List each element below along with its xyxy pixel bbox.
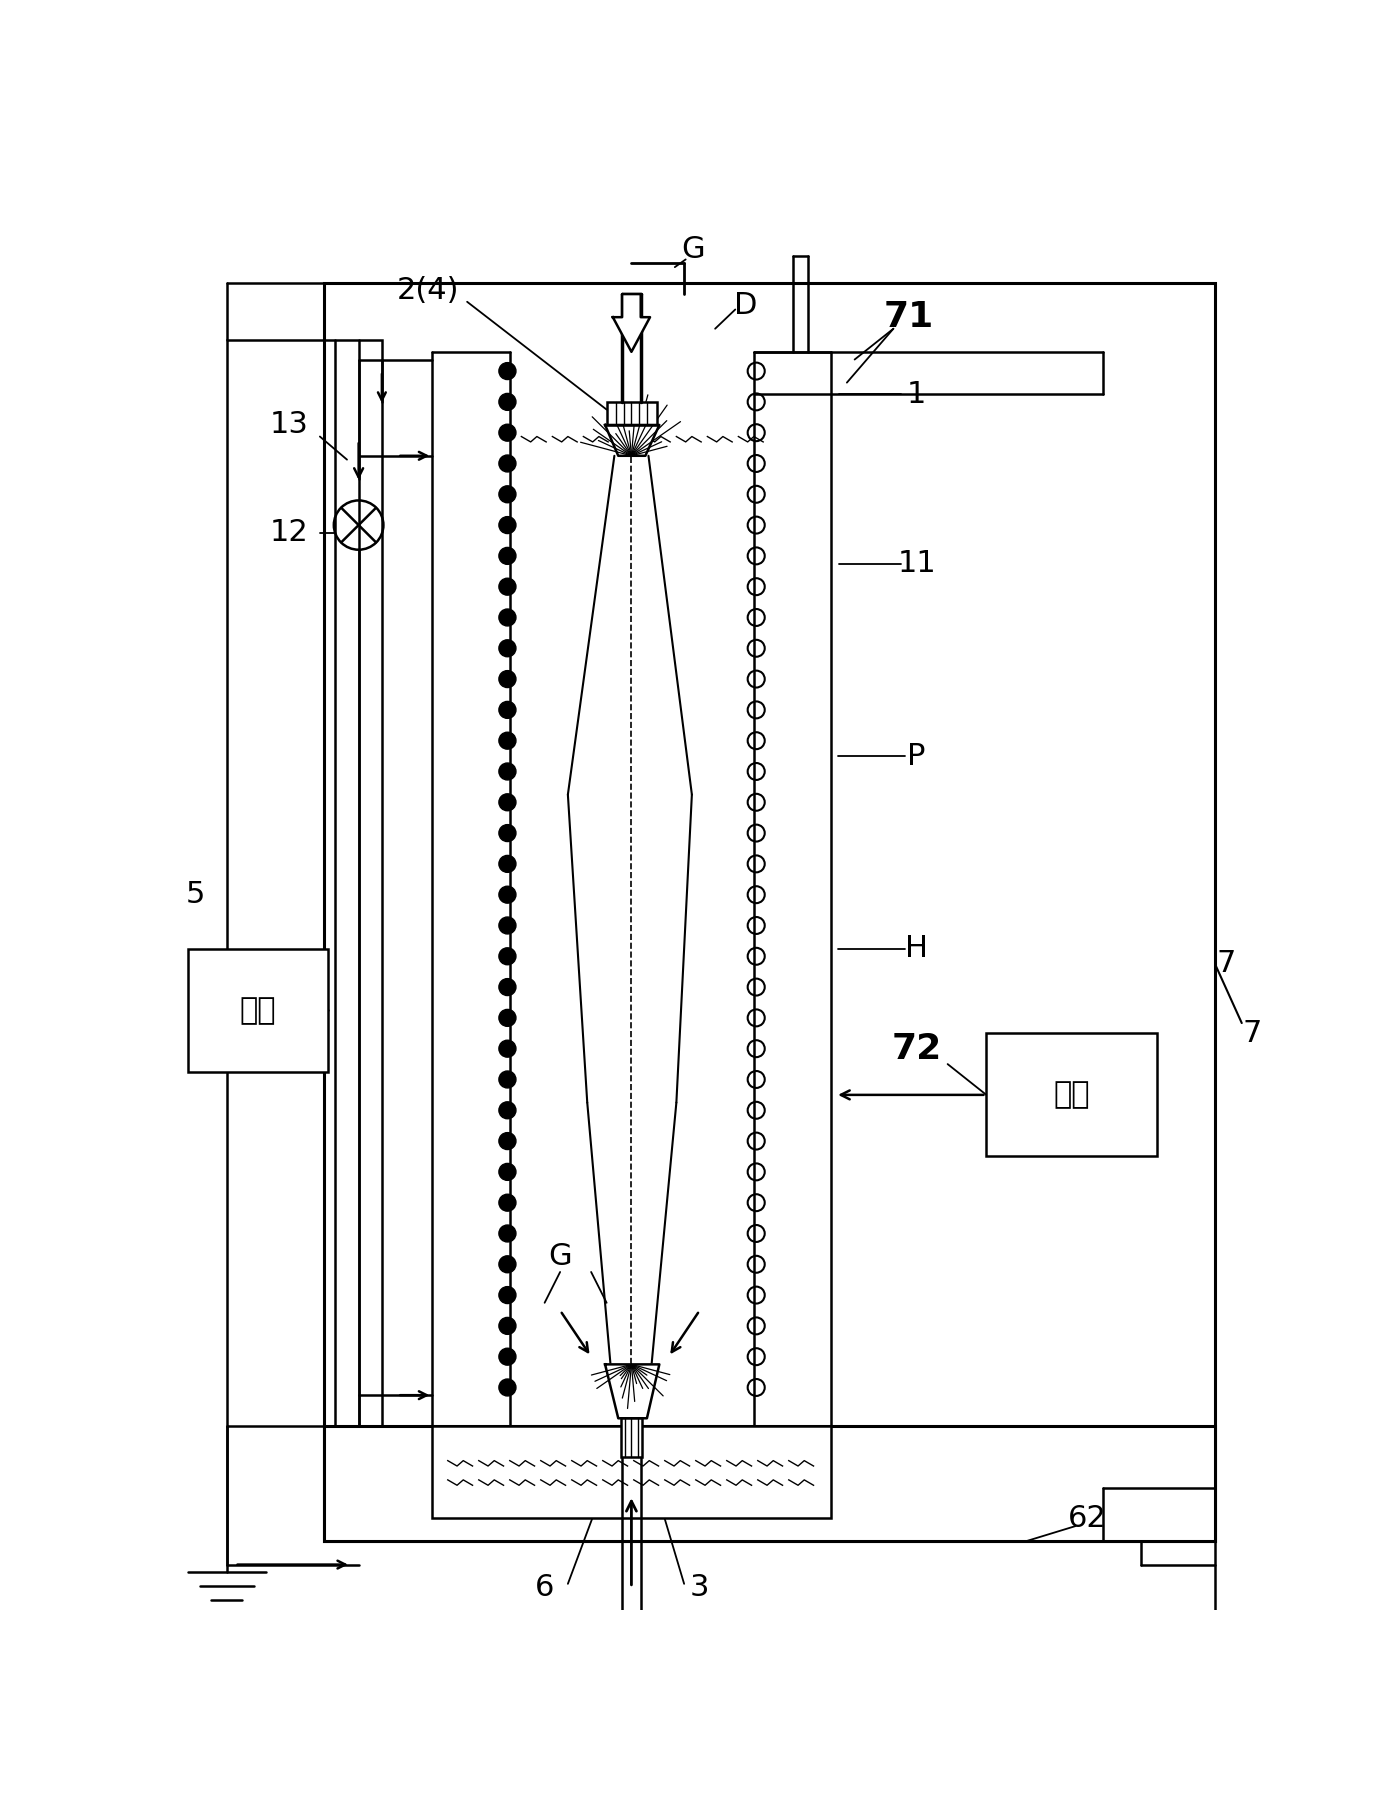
Circle shape	[499, 362, 516, 380]
Bar	[432, 1425, 831, 1518]
Circle shape	[499, 825, 516, 841]
Text: 5: 5	[186, 881, 206, 910]
Circle shape	[499, 517, 516, 534]
Circle shape	[499, 1348, 516, 1366]
Text: 72: 72	[892, 1031, 942, 1066]
Circle shape	[499, 1255, 516, 1274]
Circle shape	[499, 1194, 516, 1212]
Polygon shape	[613, 295, 650, 351]
Circle shape	[499, 640, 516, 657]
Circle shape	[499, 1225, 516, 1243]
Circle shape	[499, 671, 516, 687]
Bar	[986, 1033, 1157, 1156]
Text: 7: 7	[1243, 1018, 1262, 1047]
Circle shape	[499, 1286, 516, 1304]
Circle shape	[499, 1317, 516, 1335]
Bar	[226, 340, 383, 1425]
Text: 7: 7	[1217, 950, 1236, 979]
Text: G: G	[682, 235, 706, 264]
Circle shape	[499, 393, 516, 411]
Circle shape	[499, 1040, 516, 1056]
Circle shape	[499, 979, 516, 995]
Text: 12: 12	[269, 519, 308, 548]
Polygon shape	[605, 425, 659, 456]
Bar	[620, 1418, 642, 1456]
Bar	[188, 948, 327, 1071]
Circle shape	[499, 610, 516, 626]
Text: 电源: 电源	[1054, 1080, 1090, 1109]
Circle shape	[499, 763, 516, 780]
Text: D: D	[735, 291, 758, 320]
Bar	[323, 1425, 1215, 1541]
Text: 6: 6	[534, 1574, 554, 1603]
Polygon shape	[605, 1364, 659, 1418]
Circle shape	[499, 948, 516, 964]
Text: 2(4): 2(4)	[398, 275, 460, 304]
Bar	[323, 282, 1215, 1541]
Circle shape	[499, 733, 516, 749]
Circle shape	[499, 1071, 516, 1087]
Circle shape	[499, 917, 516, 933]
Bar	[606, 402, 657, 425]
Circle shape	[499, 423, 516, 441]
Text: 1: 1	[907, 380, 927, 409]
Circle shape	[499, 702, 516, 718]
Circle shape	[499, 856, 516, 872]
Circle shape	[499, 579, 516, 595]
Circle shape	[499, 886, 516, 903]
Circle shape	[499, 456, 516, 472]
Text: P: P	[907, 742, 925, 771]
Text: 71: 71	[884, 300, 934, 335]
Circle shape	[499, 548, 516, 564]
Text: 11: 11	[898, 550, 936, 579]
Text: 3: 3	[690, 1574, 710, 1603]
Text: 62: 62	[1068, 1503, 1106, 1532]
Text: G: G	[548, 1243, 572, 1272]
Circle shape	[499, 1132, 516, 1149]
Circle shape	[499, 487, 516, 503]
Circle shape	[499, 1102, 516, 1118]
Text: 电源: 电源	[240, 995, 276, 1024]
Circle shape	[499, 1009, 516, 1026]
Text: H: H	[905, 933, 928, 962]
Text: 13: 13	[269, 411, 308, 440]
Circle shape	[499, 1378, 516, 1397]
Circle shape	[499, 794, 516, 810]
Circle shape	[499, 1163, 516, 1179]
